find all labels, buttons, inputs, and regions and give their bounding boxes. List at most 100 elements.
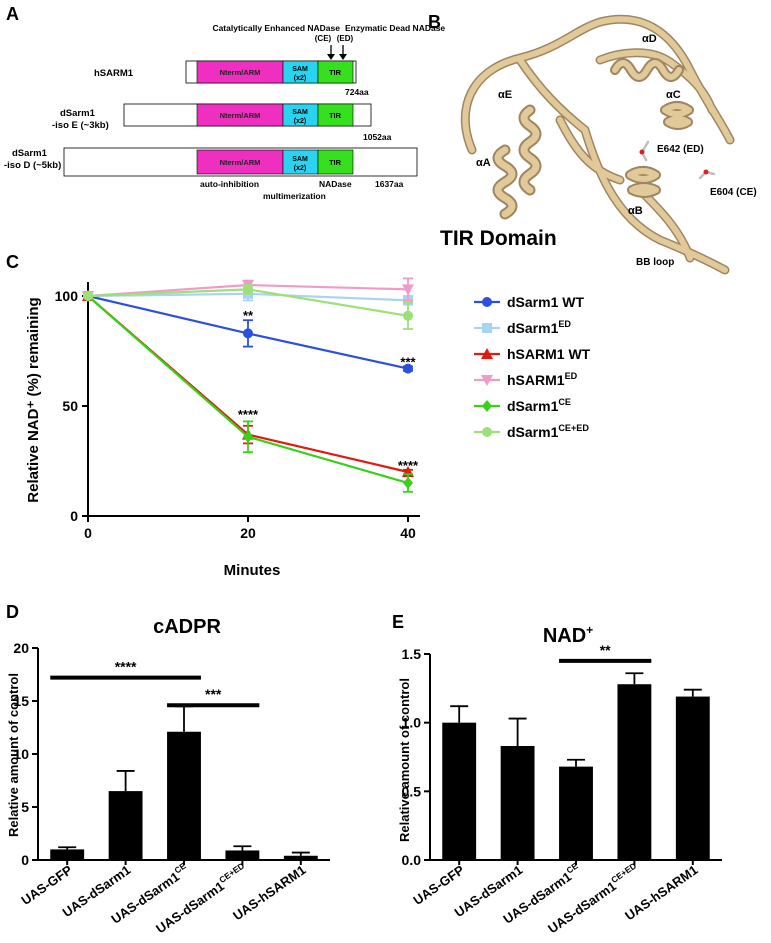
e-ytick-label-3: 1.5 (402, 646, 422, 662)
d-bar-2 (167, 731, 201, 860)
c-legend-marker-3 (481, 375, 493, 386)
helix-d (610, 58, 684, 82)
e-title: NAD+ (543, 623, 593, 647)
e-bar-1 (500, 746, 535, 860)
row-isod-tir (317, 149, 354, 175)
tir-domain-title: TIR Domain (440, 227, 557, 250)
e-category-0-base: UAS-GFP (410, 862, 467, 908)
row-isod-tir-label: TIR (329, 158, 342, 167)
header-ce: Catalytically Enhanced NADase (212, 23, 340, 33)
label-alpha-c: αC (666, 89, 681, 101)
header-ce-abbr: (CE) (315, 34, 332, 43)
row-hsarm1-name: hSARM1 (94, 68, 134, 79)
label-bb-loop: BB loop (636, 257, 674, 268)
c-legend-label-4: dSarm1CE (507, 397, 571, 414)
row-hsarm1-tir-label: TIR (329, 68, 342, 77)
c-annotation-2: **** (238, 407, 259, 422)
helix-a (492, 144, 518, 220)
row-hsarm1-nterm-label: Nterm/ARM (220, 68, 261, 77)
d-sig-label-0: **** (115, 659, 137, 675)
d-ytick-label-2: 10 (13, 746, 29, 762)
d-sig-label-1: *** (205, 686, 222, 702)
d-bar-1 (108, 791, 143, 860)
c-series-0-point-2 (403, 363, 413, 374)
c-series-5 (83, 284, 413, 330)
c-xtick-label-1: 20 (240, 525, 256, 541)
c-legend-label-1-sup: ED (558, 319, 571, 329)
c-legend-label-3-base: hSARM1 (507, 372, 565, 388)
row-isod-name: dSarm1 (12, 148, 48, 159)
row-isod-sam-count: (x2) (294, 165, 306, 172)
label-alpha-d: αD (642, 33, 657, 45)
d-bar-3 (225, 850, 260, 860)
e-title-base: NAD (543, 625, 586, 647)
d-title: cADPR (153, 616, 221, 638)
c-legend-item-4: dSarm1CE (474, 397, 571, 414)
d-ytick-label-1: 5 (21, 799, 29, 815)
row-isoe-sam-count: (x2) (294, 118, 306, 125)
row-isoe-name: dSarm1 (60, 108, 96, 119)
panel-c-line-chart: Relative NAD⁺ (%) remaining Minutes 0 50 1… (25, 277, 591, 579)
c-series-0 (83, 291, 413, 374)
c-series-3-point-2 (402, 284, 414, 296)
d-category-0: UAS-GFP (18, 862, 75, 908)
e-bar-0 (442, 722, 477, 860)
helix-b (625, 166, 661, 198)
e-bar-4 (675, 696, 710, 860)
c-legend-item-0: dSarm1 WT (474, 294, 584, 310)
ce-arrow-head (327, 54, 335, 60)
c-axes: 0 50 100 0 20 40 (55, 282, 420, 541)
c-ytick-label-0: 0 (70, 508, 78, 524)
d-category-3-sup: CE+ED (217, 861, 246, 885)
e-sig-label-0: ** (600, 642, 611, 658)
d-ytick-label-0: 0 (21, 852, 29, 868)
c-legend-label-2: hSARM1 WT (507, 346, 591, 362)
c-legend-label-5-sup: CE+ED (558, 423, 589, 433)
func-nadase: NADase (319, 179, 352, 189)
label-e642: E642 (ED) (657, 144, 704, 155)
c-series-4-point-2 (403, 477, 413, 489)
helix-c (660, 101, 694, 130)
e-category-3: UAS-dSarm1CE+ED (544, 861, 642, 937)
panel-label-e: E (392, 612, 404, 632)
c-ytick-label-2: 100 (55, 288, 79, 304)
func-autoinhibition: auto-inhibition (200, 179, 259, 189)
c-xlabel: Minutes (224, 562, 281, 579)
e-ytick-label-0: 0.0 (402, 852, 422, 868)
label-alpha-e: αE (498, 89, 512, 101)
panel-e-bar-chart: NAD+ Relative amount of control 0.0 0.5 1.… (397, 623, 722, 936)
e-category-3-sup: CE+ED (609, 861, 638, 885)
row-isod-length: 1637aa (375, 179, 404, 189)
c-legend-item-5: dSarm1CE+ED (474, 423, 589, 440)
panel-d-bar-chart: cADPR Relative amount of control 0 5 10 15 2… (6, 616, 330, 936)
c-xtick-label-2: 40 (400, 525, 416, 541)
c-legend-marker-5 (482, 427, 492, 437)
tir-ribbon-illustration (460, 14, 735, 275)
e-ylabel: Relative amount of control (397, 678, 412, 842)
c-legend-label-5: dSarm1CE+ED (507, 423, 589, 440)
d-category-3: UAS-dSarm1CE+ED (152, 861, 250, 937)
c-series (82, 277, 414, 493)
c-legend-label-5-base: dSarm1 (507, 424, 559, 440)
panel-a-domain-diagram: Catalytically Enhanced NADase (CE) Enzym… (4, 23, 445, 201)
row-isoe-length: 1052aa (363, 132, 392, 142)
c-legend-marker-2 (481, 348, 493, 359)
e-title-sup: + (586, 623, 593, 637)
row-isod-nterm-label: Nterm/ARM (220, 158, 261, 167)
c-legend-label-2-base: hSARM1 WT (507, 346, 591, 362)
c-legend-marker-0 (482, 297, 492, 307)
row-isoe-tir (317, 103, 354, 127)
row-isod-sam-label: SAM (292, 156, 308, 163)
panel-b-tir-structure: αD αE αC αA αB E642 (ED) E604 (CE) BB lo… (440, 14, 757, 275)
c-series-4-point-1 (243, 430, 253, 443)
c-legend-label-3-sup: ED (565, 371, 578, 381)
func-multimerization: multimerization (263, 191, 326, 201)
label-alpha-b: αB (628, 205, 643, 217)
c-series-5-point-0 (83, 291, 93, 301)
e-chart-body: 0.00.51.01.5UAS-GFPUAS-dSarm1UAS-dSarm1C… (402, 642, 722, 936)
c-series-5-point-2 (403, 310, 413, 321)
label-alpha-a: αA (476, 157, 491, 169)
d-bar-0 (50, 849, 85, 860)
d-ylabel: Relative amount of control (6, 673, 21, 837)
